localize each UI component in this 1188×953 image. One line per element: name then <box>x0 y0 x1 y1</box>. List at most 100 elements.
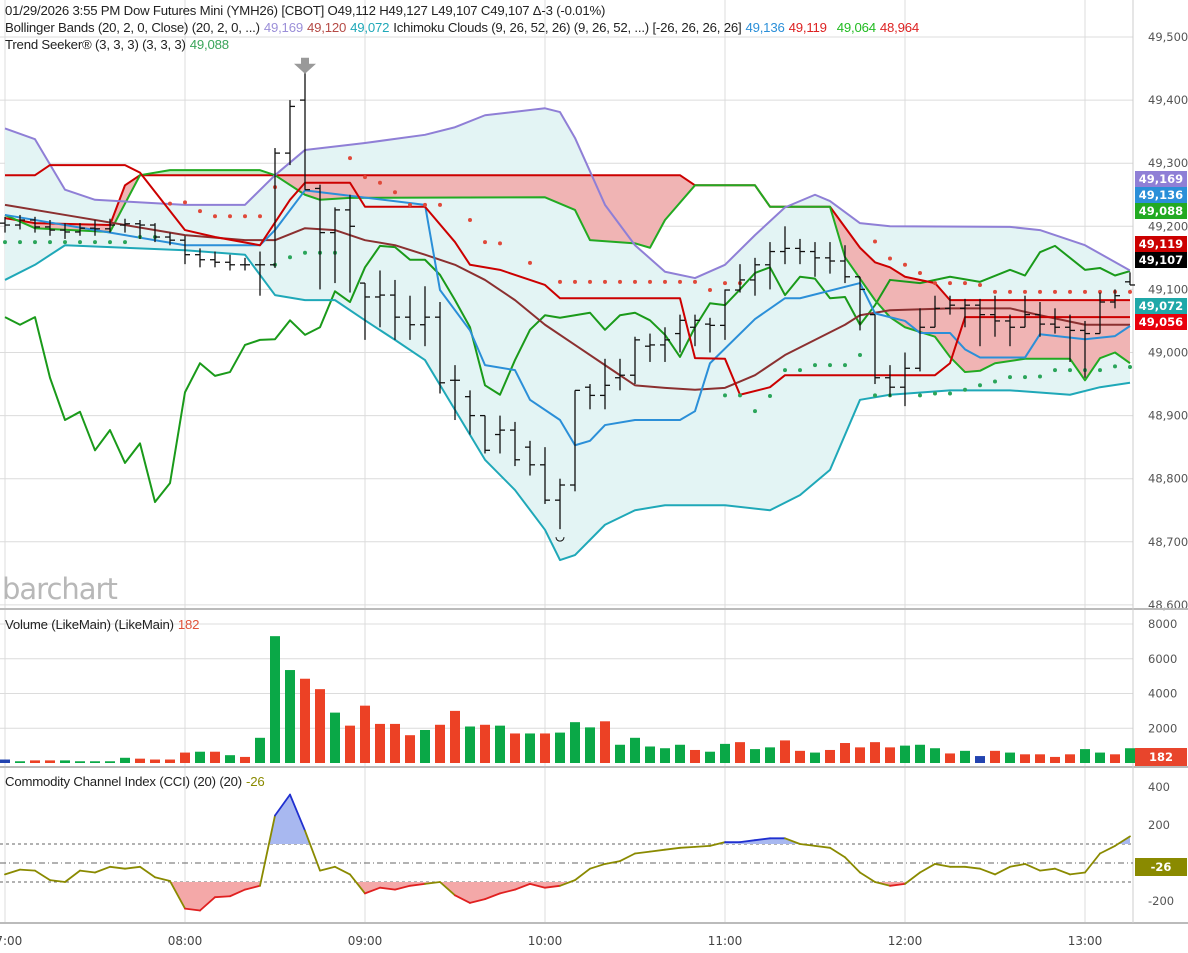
ichimoku-cloud-segment <box>335 175 340 199</box>
ichimoku-cloud-segment <box>1065 300 1070 359</box>
cci-line-segment <box>484 892 501 900</box>
ichimoku-cloud-segment <box>560 175 565 206</box>
trend-seeker-dot-red <box>888 256 892 261</box>
ohlc-bar <box>1050 308 1060 334</box>
volume-bar <box>360 705 370 763</box>
volume-bar <box>750 749 760 763</box>
trend-seeker-dot-red <box>978 282 982 287</box>
cci-line-segment <box>1069 871 1086 876</box>
ichimoku-cloud-segment <box>555 175 560 204</box>
volume-bar <box>660 748 670 763</box>
cci-line-segment <box>304 829 321 872</box>
ichimoku-cloud-segment <box>430 175 435 198</box>
trend-seeker-dot-red <box>918 270 922 275</box>
ichimoku-cloud-segment <box>185 170 190 176</box>
volume-bar <box>60 760 70 763</box>
ichimoku-cloud-segment <box>480 175 485 198</box>
ichimoku-cloud-segment <box>885 265 890 318</box>
cci-line-segment <box>814 845 831 849</box>
ohlc-bar <box>1125 272 1135 286</box>
ichimoku-cloud-segment <box>1050 300 1055 359</box>
trend-seeker-dot-red <box>1098 289 1102 294</box>
cci-line-segment <box>214 895 231 899</box>
ohlc-bar <box>45 219 55 236</box>
trend-seeker-dot-red <box>948 281 952 286</box>
ichimoku-cloud-segment <box>380 175 385 198</box>
cci-line-segment <box>1024 863 1041 872</box>
volume-bar <box>555 732 565 763</box>
volume-bar <box>435 724 445 763</box>
volume-bar <box>45 760 55 763</box>
price-axis-label: 49,200 <box>1148 219 1188 233</box>
cci-fill-segment <box>545 882 560 888</box>
ohlc-bar <box>345 194 355 293</box>
trend-seeker-dot-red <box>348 156 352 161</box>
cci-label[interactable]: Commodity Channel Index (CCI) (20) (20) <box>5 774 242 789</box>
trend-seeker-dot-green <box>1008 375 1012 380</box>
cci-fill-segment <box>365 882 380 894</box>
cci-line-segment <box>154 876 171 882</box>
ichimoku-cloud-segment <box>1110 300 1115 355</box>
trend-seeker-dot-green <box>18 240 22 245</box>
price-axis-label: 48,800 <box>1148 472 1188 486</box>
trend-seeker-dot-green <box>963 387 967 392</box>
ichimoku-cloud-segment <box>240 170 245 176</box>
ichimoku-cloud-segment <box>900 273 905 328</box>
ohlc-bar <box>540 447 550 504</box>
ichimoku-cloud-segment <box>880 263 885 312</box>
ichimoku-cloud-segment <box>195 170 200 176</box>
ohlc-bar <box>60 223 70 239</box>
time-axis-label: 12:00 <box>888 934 923 948</box>
ichimoku-cloud-segment <box>655 175 660 239</box>
trend-seeker-label[interactable]: Trend Seeker® (3, 3, 3) (3, 3, 3) <box>5 37 186 52</box>
cci-line-segment <box>1009 863 1026 868</box>
ohlc-bar <box>0 216 10 233</box>
bollinger-middle-line <box>4 203 1130 391</box>
ichimoku-cloud-segment <box>330 175 335 200</box>
ichimoku-cloud-segment <box>640 175 645 247</box>
trend-seeker-dot-red <box>483 240 487 245</box>
ichimoku-cloud-segment <box>540 175 545 198</box>
ohlc-bar <box>855 276 865 331</box>
ichimoku-cloud-segment <box>955 300 960 368</box>
trend-seeker-dot-red <box>993 289 997 294</box>
price-tag: 49,119 <box>1135 236 1187 252</box>
ichimoku-cloud-segment <box>395 175 400 198</box>
ohlc-bar <box>360 282 370 340</box>
ichimoku-cloud-segment <box>845 227 850 265</box>
trend-seeker-dot-green <box>873 393 877 398</box>
ohlc-bar <box>795 238 805 265</box>
ichimoku-cloud-segment <box>435 175 440 198</box>
cci-line-segment <box>124 865 141 870</box>
price-axis-label: 49,400 <box>1148 93 1188 107</box>
trend-seeker-dot-green <box>798 368 802 373</box>
cci-fill-segment <box>185 882 200 911</box>
volume-bar <box>765 747 775 763</box>
volume-bar <box>195 751 205 763</box>
ohlc-bar <box>825 242 835 274</box>
ohlc-bar <box>1005 314 1015 347</box>
ichimoku-cloud-segment <box>295 175 300 192</box>
cci-header: Commodity Channel Index (CCI) (20) (20) -… <box>5 773 268 790</box>
ichimoku-cloud-segment <box>170 170 175 176</box>
ichimoku-cloud-segment <box>40 223 45 229</box>
trend-seeker-dot-red <box>558 279 562 284</box>
bb-label[interactable]: Bollinger Bands (20, 2, 0, Close) (20, 2… <box>5 20 260 35</box>
cci-line-segment <box>964 865 981 870</box>
cci-line-segment <box>244 884 261 891</box>
ohlc-bar <box>435 302 445 394</box>
cci-line-segment <box>739 839 756 843</box>
cci-line-segment <box>454 894 471 904</box>
trend-seeker-dot-red <box>468 217 472 222</box>
cci-fill-segment <box>215 882 230 898</box>
ohlc-bar <box>675 314 685 353</box>
ichimoku-cloud-segment <box>590 175 595 241</box>
volume-label[interactable]: Volume (LikeMain) (LikeMain) <box>5 617 174 632</box>
cci-line-segment <box>364 886 381 895</box>
volume-bar <box>420 729 430 763</box>
trend-seeker-dot-red <box>1023 289 1027 294</box>
volume-axis-label: 2000 <box>1148 721 1177 735</box>
ichimoku-label[interactable]: Ichimoku Clouds (9, 26, 52, 26) (9, 26, … <box>393 20 742 35</box>
ichimoku-cloud-segment <box>485 175 490 198</box>
